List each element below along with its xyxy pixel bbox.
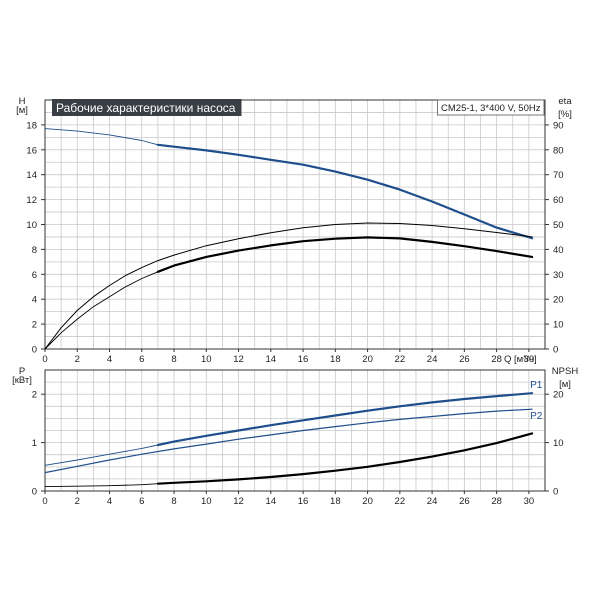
panel2-series-label-p1: P1 <box>530 380 543 391</box>
panel2-x-tick-label: 2 <box>75 496 80 507</box>
panel2-left-tick-label: 1 <box>32 438 37 449</box>
panel1-x-axis-label: Q [м³/ч] <box>504 354 537 365</box>
panel2-plot-frame <box>44 369 546 492</box>
panel2-y-left-label: P <box>19 366 25 377</box>
panel2-x-tick-label: 20 <box>362 496 373 507</box>
chart-title: Рабочие характеристики насоса <box>56 101 236 115</box>
panel2-series-1-extension-line <box>44 444 158 466</box>
panel2-x-tick-label: 4 <box>107 496 112 507</box>
panel2-right-tick-label: 0 <box>553 487 558 498</box>
panel1-right-tick-label: 0 <box>553 345 558 356</box>
panel1-right-tick-label: 90 <box>553 120 564 131</box>
panel1-left-tick-label: 10 <box>26 220 37 231</box>
panel2-right-tick-label: 10 <box>553 438 564 449</box>
panel1-x-tick-label: 12 <box>233 354 244 365</box>
panel1-x-tick-label: 0 <box>42 354 47 365</box>
panel1-left-tick-label: 8 <box>32 245 37 256</box>
panel1-x-tick-label: 24 <box>427 354 438 365</box>
panel1-x-tick-label: 6 <box>139 354 144 365</box>
panel1-left-tick-label: 4 <box>32 295 37 306</box>
panel1-x-tick-label: 30 <box>524 354 535 365</box>
panel2-x-tick-label: 18 <box>330 496 341 507</box>
panel1-x-tick-label: 2 <box>75 354 80 365</box>
panel1-left-tick-label: 16 <box>26 145 37 156</box>
panel2-x-tick-label: 28 <box>491 496 502 507</box>
panel2-x-tick-label: 8 <box>171 496 176 507</box>
panel2-y-right-unit: [м] <box>559 379 571 390</box>
panel1-left-tick-label: 18 <box>26 120 37 131</box>
panel2-x-tick-label: 14 <box>266 496 277 507</box>
panel2-x-tick-label: 24 <box>427 496 438 507</box>
panel1-right-tick-label: 70 <box>553 170 564 181</box>
panel1-series-1-extension-line <box>44 128 159 146</box>
panel1-x-tick-label: 8 <box>171 354 176 365</box>
panel2-x-tick-label: 26 <box>459 496 470 507</box>
panel1-x-tick-label: 18 <box>330 354 341 365</box>
panel1-x-tick-label: 22 <box>395 354 406 365</box>
panel1-series-3-line <box>156 236 534 273</box>
panel1-right-tick-label: 20 <box>553 295 564 306</box>
panel1-y-left-label: H <box>19 96 26 107</box>
panel2-x-tick-label: 16 <box>298 496 309 507</box>
panel1-left-tick-label: 6 <box>32 270 37 281</box>
panel1-x-tick-label: 20 <box>362 354 373 365</box>
panel2-x-tick-label: 12 <box>233 496 244 507</box>
panel1-x-tick-label: 28 <box>491 354 502 365</box>
panel2-left-tick-label: 0 <box>32 487 37 498</box>
panel2-x-tick-label: 0 <box>42 496 47 507</box>
panel1-series-3-extension-line <box>44 271 159 350</box>
panel1-right-tick-label: 40 <box>553 245 564 256</box>
chart-subtitle-box <box>437 99 545 116</box>
panel2-series-label-p2: P2 <box>530 411 543 422</box>
panel2-x-tick-label: 6 <box>139 496 144 507</box>
panel1-left-tick-label: 14 <box>26 170 37 181</box>
panel1-x-tick-label: 26 <box>459 354 470 365</box>
panel1-y-right-unit: [%] <box>558 109 572 120</box>
panel2-series-2-line <box>44 408 533 474</box>
panel1-series-2-line <box>44 222 533 350</box>
panel1-right-tick-label: 30 <box>553 270 564 281</box>
panel1-left-tick-label: 2 <box>32 320 37 331</box>
panel1-x-tick-label: 14 <box>266 354 277 365</box>
panel1-right-tick-label: 50 <box>553 220 564 231</box>
panel2-x-tick-label: 10 <box>201 496 212 507</box>
panel1-x-tick-label: 16 <box>298 354 309 365</box>
panel2-series-1-line <box>156 392 534 447</box>
panel2-right-tick-label: 20 <box>553 390 564 401</box>
panel2-series-3-line <box>156 432 534 485</box>
panel2-left-tick-label: 2 <box>32 390 37 401</box>
panel1-x-tick-label: 10 <box>201 354 212 365</box>
chart-title-box <box>52 99 242 116</box>
chart-subtitle: CM25-1, 3*400 V, 50Hz <box>441 103 541 114</box>
panel1-left-tick-label: 0 <box>32 345 37 356</box>
panel1-series-1-line <box>156 143 534 240</box>
panel1-y-left-unit: [м] <box>16 105 28 116</box>
panel2-y-right-label: NPSH <box>552 366 579 377</box>
panel2-series-3-extension-line <box>44 483 158 488</box>
panel2-x-tick-label: 30 <box>524 496 535 507</box>
panel2-x-tick-label: 22 <box>395 496 406 507</box>
panel1-y-right-label: eta <box>558 96 572 107</box>
panel1-right-tick-label: 80 <box>553 145 564 156</box>
panel1-right-tick-label: 60 <box>553 195 564 206</box>
panel2-y-left-unit: [кВт] <box>12 375 32 386</box>
panel1-x-tick-label: 4 <box>107 354 112 365</box>
panel1-left-tick-label: 12 <box>26 195 37 206</box>
panel1-right-tick-label: 10 <box>553 320 564 331</box>
